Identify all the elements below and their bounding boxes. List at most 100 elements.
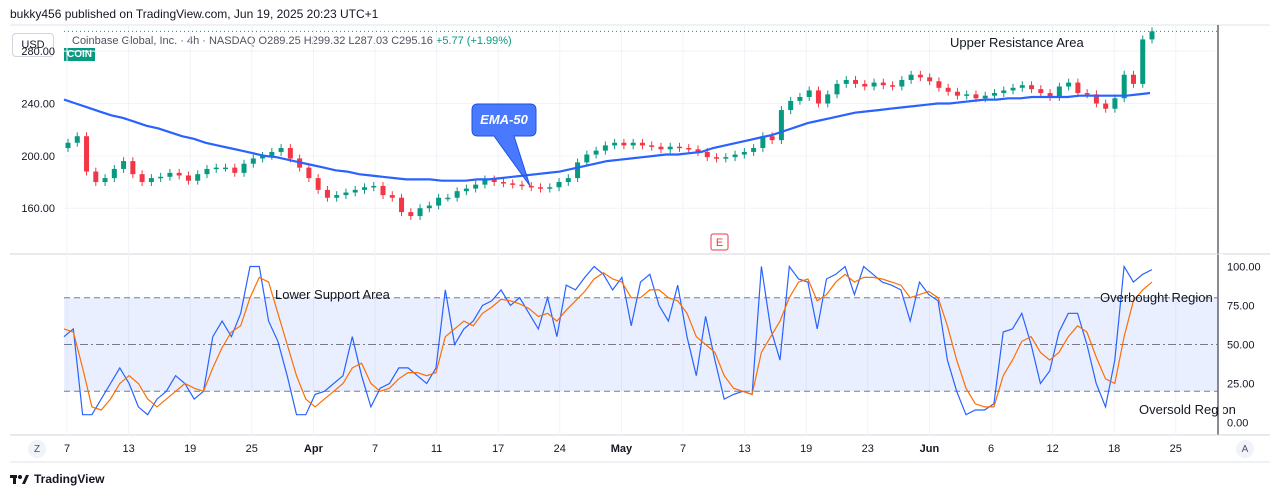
candle <box>797 96 803 101</box>
candle <box>195 174 201 181</box>
candle <box>1093 94 1099 104</box>
earnings-marker-label: E <box>716 237 723 249</box>
ema-50-line <box>63 91 1151 182</box>
candle <box>927 77 933 82</box>
candle <box>371 185 377 188</box>
candle <box>1075 82 1081 94</box>
candle <box>176 172 182 176</box>
candle <box>547 187 553 189</box>
candle <box>815 90 821 104</box>
candle <box>121 161 127 169</box>
stoch-axis-label: 50.00 <box>1227 340 1255 352</box>
stoch-axis-label: 75.00 <box>1227 300 1255 312</box>
candle <box>500 182 506 184</box>
candle <box>649 145 655 147</box>
candle <box>602 145 608 151</box>
candle <box>352 189 358 193</box>
x-tick-label: 25 <box>246 443 258 455</box>
candle <box>473 184 479 189</box>
candle <box>880 82 886 86</box>
symbol-exchange: NASDAQ <box>208 35 256 47</box>
candle <box>825 94 831 104</box>
candle <box>1010 87 1016 91</box>
publisher-line: bukky456 published on TradingView.com, J… <box>10 7 379 21</box>
x-tick-label: 18 <box>1108 443 1120 455</box>
candle <box>74 136 80 143</box>
candle <box>417 208 423 217</box>
candle <box>973 94 979 99</box>
candle <box>778 110 784 141</box>
candle <box>843 79 849 84</box>
candle <box>1056 86 1062 97</box>
symbol-info: Coinbase Global, Inc. · 4h · NASDAQ O289… <box>72 35 512 47</box>
x-tick-label: 12 <box>1046 443 1058 455</box>
candle <box>1140 39 1146 84</box>
candle <box>945 87 951 92</box>
stoch-d-line <box>63 271 1153 411</box>
candle <box>287 148 293 159</box>
candle <box>111 168 117 179</box>
candle <box>908 74 914 80</box>
candle <box>102 178 108 183</box>
brand: TradingView <box>10 472 104 486</box>
candle <box>1121 74 1127 99</box>
ohlc-values: O289.25 H299.32 L287.03 C295.16 <box>258 35 433 47</box>
candle <box>510 183 516 185</box>
candle <box>853 79 859 84</box>
candle <box>260 155 266 159</box>
candle <box>964 94 970 96</box>
currency-button[interactable]: USD <box>12 33 54 57</box>
stoch-axis-label: 100.00 <box>1227 261 1261 273</box>
x-tick-label: 13 <box>122 443 134 455</box>
price-axis-label: 280.00 <box>21 46 55 58</box>
candle <box>204 168 210 175</box>
candle <box>723 157 729 159</box>
candle <box>148 178 154 183</box>
candle <box>454 191 460 198</box>
candle <box>1066 82 1072 87</box>
candle <box>982 95 988 99</box>
stoch-k-line <box>63 264 1153 416</box>
candle <box>528 185 534 188</box>
upper-resistance-label: Upper Resistance Area <box>950 35 1084 50</box>
earnings-marker[interactable] <box>710 233 729 251</box>
candle <box>334 195 340 198</box>
candle <box>593 150 599 155</box>
candle <box>241 163 247 173</box>
candle <box>991 93 997 96</box>
candle <box>575 162 581 179</box>
candle <box>760 136 766 149</box>
candle <box>667 146 673 150</box>
candle <box>732 154 738 158</box>
candle <box>84 136 90 172</box>
candle <box>695 149 701 152</box>
candle <box>862 83 868 87</box>
x-tick-label: 13 <box>738 443 750 455</box>
candle <box>185 175 191 181</box>
x-tick-label: 7 <box>372 443 378 455</box>
candle <box>917 74 923 78</box>
candle <box>954 91 960 96</box>
price-axis-label: 160.00 <box>21 203 55 215</box>
candle <box>658 146 664 150</box>
candle <box>630 142 636 146</box>
candle <box>130 161 136 175</box>
ema-callout-label: EMA-50 <box>480 112 528 127</box>
candle <box>1130 74 1136 84</box>
candle <box>278 148 284 152</box>
candle <box>426 205 432 209</box>
zoom-reset-button[interactable]: Z <box>28 440 46 458</box>
candle <box>538 187 544 189</box>
x-tick-label: Apr <box>304 443 324 455</box>
auto-scale-button[interactable]: A <box>1236 440 1254 458</box>
price-axis-label: 200.00 <box>21 151 55 163</box>
candle <box>491 179 497 183</box>
candle <box>1047 93 1053 97</box>
candle <box>565 178 571 183</box>
candle <box>871 82 877 87</box>
candle <box>751 148 757 152</box>
candle <box>741 151 747 155</box>
candle <box>250 158 256 164</box>
candle <box>139 174 145 183</box>
